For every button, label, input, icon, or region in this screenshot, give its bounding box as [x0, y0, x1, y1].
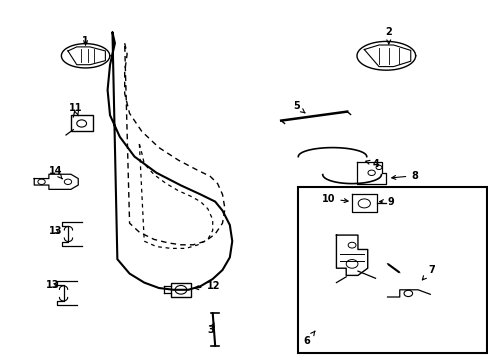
- Text: 1: 1: [82, 36, 89, 46]
- Bar: [71, 115, 93, 131]
- Bar: [298, 187, 486, 353]
- Text: 2: 2: [385, 27, 391, 44]
- Text: 7: 7: [422, 265, 434, 280]
- Bar: [171, 283, 190, 297]
- Text: 12: 12: [194, 281, 220, 291]
- Text: 13: 13: [48, 226, 62, 236]
- Text: 9: 9: [379, 197, 394, 207]
- Text: 11: 11: [69, 103, 82, 116]
- Text: 5: 5: [292, 101, 305, 113]
- Text: 6: 6: [303, 331, 314, 346]
- Text: 8: 8: [391, 171, 417, 181]
- Text: 14: 14: [48, 166, 62, 179]
- Text: 4: 4: [365, 159, 378, 169]
- Text: 10: 10: [321, 194, 347, 204]
- Text: 13: 13: [45, 280, 59, 290]
- Text: 3: 3: [207, 323, 214, 336]
